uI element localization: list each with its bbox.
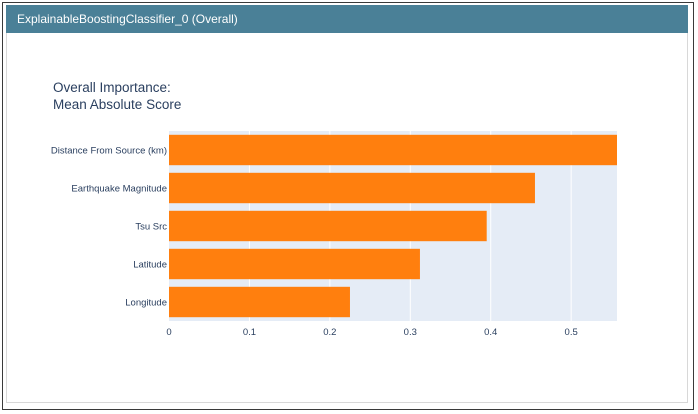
x-tick-labels: 0 0.1 0.2 0.3 0.4 0.5 [166, 327, 577, 338]
bar[interactable] [169, 172, 535, 204]
chart-title-line-1: Overall Importance: [53, 80, 171, 95]
panel-header: ExplainableBoostingClassifier_0 (Overall… [6, 5, 688, 33]
x-tick-label: 0.5 [565, 327, 578, 338]
bar[interactable] [169, 286, 350, 318]
bar[interactable] [169, 210, 487, 242]
x-tick-label: 0 [166, 327, 171, 338]
category-labels: Distance From Source (km) Earthquake Magn… [51, 146, 167, 309]
x-tick-label: 0.2 [323, 327, 336, 338]
x-tick-label: 0.4 [484, 327, 497, 338]
category-label: Distance From Source (km) [51, 146, 167, 157]
bar[interactable] [169, 134, 617, 166]
bar-series [169, 134, 617, 318]
category-label: Tsu Src [135, 222, 167, 233]
chart-title-line-2: Mean Absolute Score [53, 97, 181, 112]
category-label: Earthquake Magnitude [71, 184, 167, 195]
x-tick-label: 0.3 [404, 327, 417, 338]
category-label: Longitude [125, 298, 167, 309]
bar[interactable] [169, 248, 420, 280]
category-label: Latitude [133, 260, 167, 271]
x-tick-label: 0.1 [243, 327, 256, 338]
